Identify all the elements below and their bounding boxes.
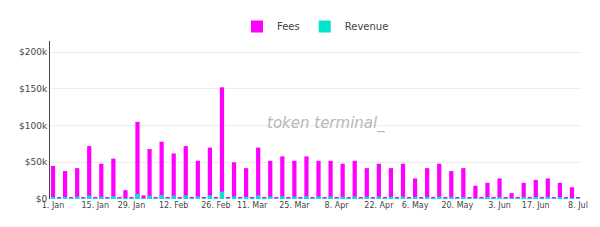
svg-text:Revenue: Revenue <box>345 21 389 32</box>
svg-text:22. Apr: 22. Apr <box>364 201 394 210</box>
svg-text:8. Jul: 8. Jul <box>568 201 588 210</box>
svg-text:$150k: $150k <box>19 84 48 94</box>
svg-text:17. Jun: 17. Jun <box>522 201 550 210</box>
svg-text:11. Mar: 11. Mar <box>237 201 268 210</box>
svg-text:1. Jan: 1. Jan <box>42 201 65 210</box>
svg-text:3. Jun: 3. Jun <box>488 201 511 210</box>
svg-text:$100k: $100k <box>19 121 48 131</box>
svg-text:Fees: Fees <box>277 21 300 32</box>
svg-text:$200k: $200k <box>19 47 48 57</box>
svg-text:6. May: 6. May <box>402 201 429 210</box>
svg-text:token terminal_: token terminal_ <box>267 114 385 133</box>
svg-text:15. Jan: 15. Jan <box>81 201 109 210</box>
svg-text:$50k: $50k <box>25 157 48 167</box>
svg-text:12. Feb: 12. Feb <box>159 201 188 210</box>
svg-text:26. Feb: 26. Feb <box>201 201 230 210</box>
svg-text:8. Apr: 8. Apr <box>325 201 350 210</box>
svg-text:$0: $0 <box>36 194 48 204</box>
svg-text:20. May: 20. May <box>441 201 473 210</box>
svg-text:25. Mar: 25. Mar <box>279 201 310 210</box>
svg-text:29. Jan: 29. Jan <box>118 201 146 210</box>
